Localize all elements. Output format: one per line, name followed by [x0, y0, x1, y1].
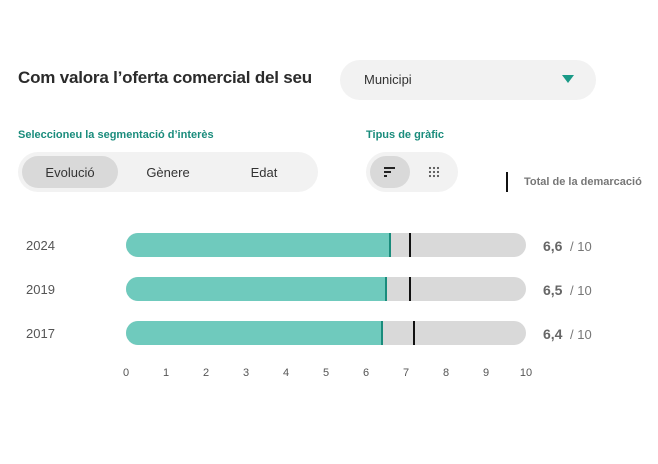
x-tick-label: 6	[363, 367, 369, 379]
bar-track	[126, 233, 526, 257]
x-tick-label: 9	[483, 367, 489, 379]
score-value: 6,6	[543, 238, 563, 254]
segmentation-toggle: Evolució Gènere Edat	[18, 152, 318, 192]
bar-chart-button[interactable]	[370, 156, 410, 188]
dot-grid-icon	[428, 166, 440, 178]
x-tick-label: 1	[163, 367, 169, 379]
total-marker	[413, 321, 415, 345]
row-label: 2024	[26, 238, 55, 253]
score-max: / 10	[570, 283, 592, 298]
bar-end-line	[389, 233, 391, 257]
score-value: 6,4	[543, 326, 563, 342]
x-tick-label: 7	[403, 367, 409, 379]
bar-end-line	[385, 277, 387, 301]
bar	[126, 321, 382, 345]
total-marker	[409, 277, 411, 301]
x-tick-label: 0	[123, 367, 129, 379]
segment-evolucio-button[interactable]: Evolució	[22, 156, 118, 188]
x-tick-label: 3	[243, 367, 249, 379]
chart-title: Com valora l’oferta comercial del seu	[18, 68, 312, 87]
bar-track	[126, 277, 526, 301]
x-tick-label: 8	[443, 367, 449, 379]
region-select-value: Municipi	[364, 72, 412, 87]
bar-track	[126, 321, 526, 345]
bar	[126, 277, 386, 301]
legend-marker-icon	[506, 172, 508, 192]
chart-type-label: Tipus de gràfic	[366, 129, 445, 141]
segmentation-label: Seleccioneu la segmentació d’interès	[18, 129, 214, 141]
chart-type-toggle	[366, 152, 458, 192]
x-tick-label: 4	[283, 367, 289, 379]
bar-end-line	[381, 321, 383, 345]
caret-down-icon	[562, 75, 574, 83]
x-tick-label: 2	[203, 367, 209, 379]
total-marker	[409, 233, 411, 257]
score-max: / 10	[570, 239, 592, 254]
row-label: 2019	[26, 282, 55, 297]
dot-grid-button[interactable]	[414, 156, 454, 188]
score-value: 6,5	[543, 282, 563, 298]
region-select[interactable]: Municipi	[340, 60, 596, 100]
row-label: 2017	[26, 326, 55, 341]
bar-chart-icon	[384, 167, 395, 177]
score-max: / 10	[570, 327, 592, 342]
legend-total-label: Total de la demarcació	[524, 176, 642, 188]
segment-genere-button[interactable]: Gènere	[146, 164, 190, 180]
bar	[126, 233, 390, 257]
segment-edat-button[interactable]: Edat	[250, 164, 278, 180]
x-tick-label: 5	[323, 367, 329, 379]
x-tick-label: 10	[520, 367, 532, 379]
